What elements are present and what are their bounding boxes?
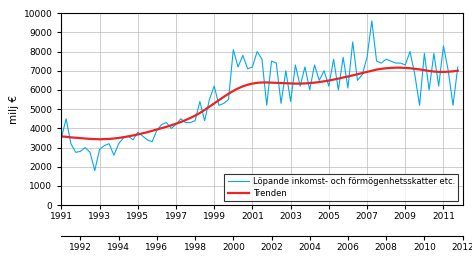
Löpande inkomst- och förmögenhetsskatter etc. [63,117,69,120]
Trenden [97,138,102,141]
Löpande inkomst- och förmögenhetsskatter etc. [259,58,265,61]
Line: Löpande inkomst- och förmögenhetsskatter etc.: Löpande inkomst- och förmögenhetsskatter… [61,21,458,171]
Trenden [259,81,265,84]
Löpande inkomst- och förmögenhetsskatter etc. [388,59,394,63]
Löpande inkomst- och förmögenhetsskatter etc. [364,56,370,59]
Trenden [240,85,246,88]
Trenden [364,70,370,73]
Trenden [393,66,398,69]
Trenden [59,135,64,138]
Trenden [383,67,389,70]
Löpande inkomst- och förmögenhetsskatter etc. [92,169,98,172]
Löpande inkomst- och förmögenhetsskatter etc. [455,65,461,68]
Löpande inkomst- och förmögenhetsskatter etc. [240,54,246,57]
Trenden [83,137,88,140]
Trenden [63,135,69,138]
Löpande inkomst- och förmögenhetsskatter etc. [59,136,64,139]
Löpande inkomst- och förmögenhetsskatter etc. [369,19,375,22]
Line: Trenden: Trenden [61,68,458,139]
Löpande inkomst- och förmögenhetsskatter etc. [83,146,88,149]
Legend: Löpande inkomst- och förmögenhetsskatter etc., Trenden: Löpande inkomst- och förmögenhetsskatter… [225,174,458,201]
Trenden [455,69,461,72]
Y-axis label: milj €: milj € [9,95,19,124]
